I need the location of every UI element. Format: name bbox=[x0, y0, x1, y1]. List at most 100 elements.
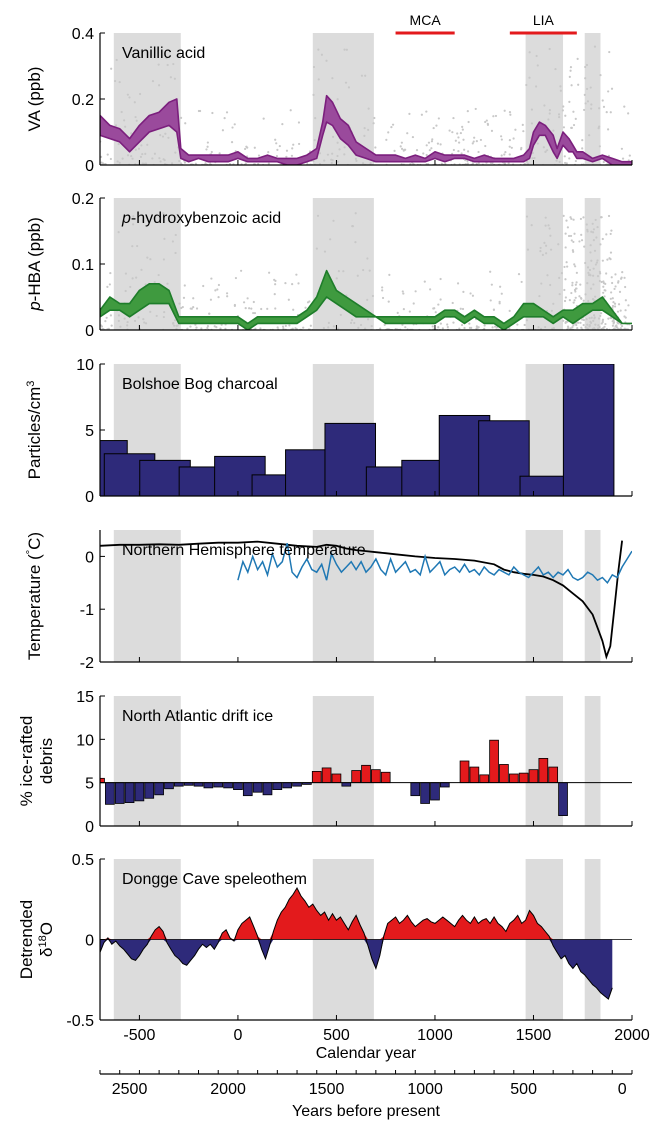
sample-point bbox=[140, 144, 143, 147]
sample-point bbox=[454, 139, 457, 142]
calendar-tick-label: 2000 bbox=[614, 1027, 650, 1044]
sample-point bbox=[574, 296, 577, 299]
sample-point bbox=[619, 277, 623, 280]
sample-point bbox=[456, 282, 460, 285]
sample-point bbox=[503, 153, 506, 156]
sample-point bbox=[605, 233, 608, 236]
sample-point bbox=[396, 311, 399, 314]
sample-point bbox=[471, 294, 475, 297]
sample-point bbox=[366, 298, 369, 301]
sample-point bbox=[157, 84, 161, 87]
sample-point bbox=[500, 292, 503, 295]
sample-point bbox=[233, 304, 236, 307]
sample-point bbox=[548, 109, 551, 112]
sample-point bbox=[109, 314, 113, 317]
sample-point bbox=[503, 109, 506, 112]
sample-point bbox=[587, 271, 590, 274]
sample-point bbox=[354, 241, 357, 244]
sample-point bbox=[100, 325, 104, 328]
sample-point bbox=[369, 162, 372, 165]
temperature-shaded-band-0 bbox=[113, 530, 181, 662]
sample-point bbox=[439, 143, 442, 146]
temperature-panel: -2 -1 0 Northern Hemisphere temperature Temp… bbox=[25, 530, 633, 672]
sample-point bbox=[533, 156, 536, 160]
sample-point bbox=[317, 78, 320, 81]
sample-point bbox=[281, 123, 284, 126]
calendar-tick-label: 1000 bbox=[417, 1027, 453, 1044]
sample-point bbox=[336, 160, 339, 163]
sample-point bbox=[600, 280, 603, 284]
sample-point bbox=[569, 234, 573, 238]
sample-point bbox=[218, 152, 221, 155]
sample-point bbox=[586, 266, 590, 269]
sample-point bbox=[620, 147, 623, 150]
sample-point bbox=[195, 326, 198, 329]
sample-point bbox=[320, 53, 324, 56]
sample-point bbox=[589, 287, 593, 290]
sample-point bbox=[468, 322, 471, 325]
ylabel-sup: 3 bbox=[25, 381, 37, 387]
sample-point bbox=[225, 111, 229, 114]
sample-point bbox=[587, 299, 590, 303]
sample-point bbox=[584, 261, 587, 265]
temperature-shaded-band-2 bbox=[525, 530, 564, 662]
sample-point bbox=[139, 155, 143, 158]
sample-point bbox=[546, 149, 549, 152]
sample-point bbox=[363, 126, 366, 130]
ice-debris-bar-34 bbox=[430, 782, 440, 801]
sample-point bbox=[544, 216, 547, 219]
sample-point bbox=[474, 107, 477, 111]
ice-debris-bar-38 bbox=[469, 766, 480, 784]
charcoal-y-label: Particles/cm3 bbox=[25, 381, 44, 480]
sample-point bbox=[115, 58, 118, 62]
charcoal-panel: 0 5 10 Bolshoe Bog charcoal Particles/cm3 bbox=[25, 357, 633, 506]
sample-point bbox=[610, 276, 613, 279]
sample-point bbox=[373, 116, 376, 120]
ice-debris-bar-41 bbox=[499, 764, 509, 784]
sample-point bbox=[564, 296, 567, 299]
sample-point bbox=[347, 86, 351, 89]
title-rest: -hydroxybenzoic acid bbox=[131, 210, 281, 227]
temperature-y-tick-label: 0 bbox=[85, 549, 94, 566]
sample-point bbox=[313, 139, 316, 142]
sample-point bbox=[623, 105, 626, 108]
sample-point bbox=[315, 247, 318, 250]
sample-point bbox=[149, 310, 152, 313]
ice-debris-bar-6 bbox=[154, 782, 164, 796]
sample-point bbox=[390, 126, 393, 129]
vanillic-acid-y-label: VA (ppb) bbox=[25, 67, 44, 132]
sample-point bbox=[118, 80, 121, 84]
sample-point bbox=[461, 307, 465, 311]
sample-point bbox=[412, 302, 415, 305]
sample-point bbox=[466, 159, 469, 163]
sample-point bbox=[400, 147, 404, 150]
sample-point bbox=[565, 261, 568, 264]
sample-point bbox=[523, 323, 526, 327]
sample-point bbox=[593, 249, 597, 252]
sample-point bbox=[217, 295, 220, 299]
sample-point bbox=[414, 290, 417, 293]
sample-point bbox=[162, 158, 165, 161]
ice-debris-bar-25 bbox=[341, 782, 352, 787]
sample-point bbox=[393, 149, 396, 152]
sample-point bbox=[601, 320, 604, 324]
sample-point bbox=[104, 320, 107, 323]
sample-point bbox=[500, 138, 503, 141]
sample-point bbox=[434, 311, 437, 314]
ice-debris-bar-45 bbox=[538, 758, 549, 784]
sample-point bbox=[575, 281, 578, 284]
sample-point bbox=[598, 325, 601, 329]
sample-point bbox=[165, 56, 168, 60]
sample-point bbox=[463, 148, 466, 151]
sample-point bbox=[552, 327, 555, 330]
sample-point bbox=[549, 234, 552, 237]
sample-point bbox=[579, 217, 583, 221]
sample-point bbox=[401, 290, 404, 293]
sample-point bbox=[338, 148, 341, 151]
sample-point bbox=[574, 290, 577, 293]
sample-point bbox=[592, 314, 596, 317]
sample-point bbox=[573, 263, 576, 266]
sample-point bbox=[423, 280, 426, 283]
sample-point bbox=[613, 287, 616, 291]
